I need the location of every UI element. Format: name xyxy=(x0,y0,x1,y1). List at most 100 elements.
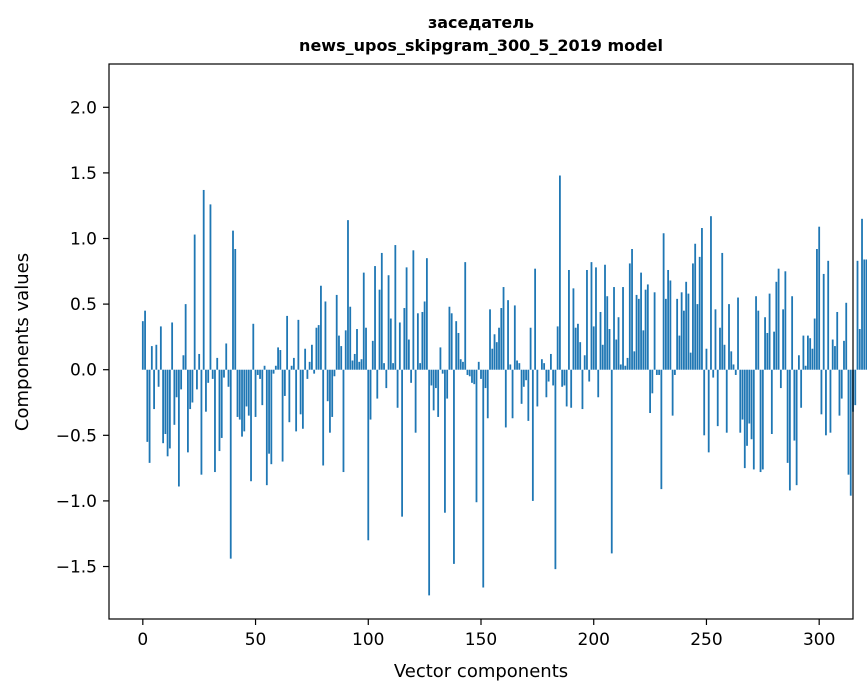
bar xyxy=(683,310,685,370)
bar xyxy=(141,321,144,370)
bar xyxy=(252,323,255,370)
bar xyxy=(518,363,521,370)
bar xyxy=(640,272,642,370)
bar xyxy=(329,369,331,433)
bar xyxy=(597,369,600,398)
bar xyxy=(507,300,509,370)
bar xyxy=(610,369,613,554)
bar xyxy=(642,330,645,370)
bar xyxy=(367,369,370,541)
bar xyxy=(225,343,228,370)
bar xyxy=(626,357,629,370)
bar xyxy=(595,267,597,370)
bar xyxy=(223,369,225,378)
bar xyxy=(854,369,857,406)
bar xyxy=(162,369,165,444)
bar xyxy=(227,369,230,387)
bar xyxy=(342,369,345,473)
bar xyxy=(153,369,155,410)
bar xyxy=(768,293,771,370)
bar xyxy=(168,369,171,449)
chart-title-word: заседатель xyxy=(428,13,534,32)
bar xyxy=(184,304,187,370)
bar xyxy=(306,369,309,379)
bar xyxy=(669,280,672,370)
bar xyxy=(389,318,392,370)
x-tick-label: 150 xyxy=(465,630,497,650)
x-tick-label: 250 xyxy=(690,630,722,650)
bar xyxy=(689,352,692,370)
bar xyxy=(779,369,782,389)
bar xyxy=(613,287,615,370)
bar xyxy=(750,369,753,440)
bar xyxy=(581,369,584,410)
bar xyxy=(207,369,210,383)
bar xyxy=(376,369,379,399)
bar xyxy=(489,309,491,370)
bar xyxy=(448,306,451,370)
bar xyxy=(468,369,471,377)
bar xyxy=(775,281,778,370)
bar xyxy=(175,369,178,398)
bar xyxy=(292,357,295,370)
bar xyxy=(245,369,248,407)
bar xyxy=(247,369,250,416)
bar xyxy=(770,369,773,434)
bar xyxy=(755,296,757,370)
bar xyxy=(144,310,146,370)
bar xyxy=(261,369,264,406)
bar xyxy=(502,287,505,370)
bar xyxy=(714,309,717,370)
bar xyxy=(196,369,198,390)
bar xyxy=(432,369,435,411)
y-tick-label: 1.5 xyxy=(70,164,97,184)
bar xyxy=(326,369,329,402)
bar xyxy=(599,311,602,370)
bar xyxy=(696,304,699,370)
bar xyxy=(187,369,189,453)
y-tick-label: 2.0 xyxy=(70,98,97,118)
bar xyxy=(471,369,473,383)
bar xyxy=(428,369,431,596)
bar xyxy=(664,298,667,370)
bar xyxy=(362,272,365,370)
bar xyxy=(680,292,683,370)
bar xyxy=(256,369,259,375)
bar xyxy=(574,327,577,370)
bar xyxy=(586,269,588,370)
bar xyxy=(847,369,850,475)
bar xyxy=(232,230,234,370)
bar xyxy=(793,369,796,441)
bar xyxy=(425,258,428,370)
chart-title-model: news_upos_skipgram_300_5_2019 model xyxy=(299,36,663,55)
bar-series xyxy=(141,175,867,596)
bar xyxy=(861,218,863,370)
bar xyxy=(701,228,703,370)
bar xyxy=(466,369,469,375)
bar xyxy=(150,346,153,370)
bar xyxy=(804,365,807,370)
bar xyxy=(392,363,394,370)
bar xyxy=(784,271,787,370)
bar xyxy=(421,311,424,370)
bar xyxy=(545,369,548,398)
bar xyxy=(229,369,232,559)
bar xyxy=(782,309,785,370)
bar xyxy=(802,335,805,370)
bar xyxy=(216,357,219,370)
bar xyxy=(834,346,836,370)
bar xyxy=(653,292,656,370)
bar xyxy=(721,252,724,370)
bar xyxy=(374,266,376,370)
bar xyxy=(459,359,462,370)
bar xyxy=(788,369,791,491)
bar xyxy=(712,369,715,378)
bar xyxy=(301,369,304,429)
x-tick-label: 100 xyxy=(352,630,384,650)
bar xyxy=(649,369,651,414)
bar xyxy=(685,281,688,370)
bar xyxy=(658,369,661,375)
bar xyxy=(764,317,766,370)
bar xyxy=(820,369,823,415)
bar xyxy=(238,369,241,420)
